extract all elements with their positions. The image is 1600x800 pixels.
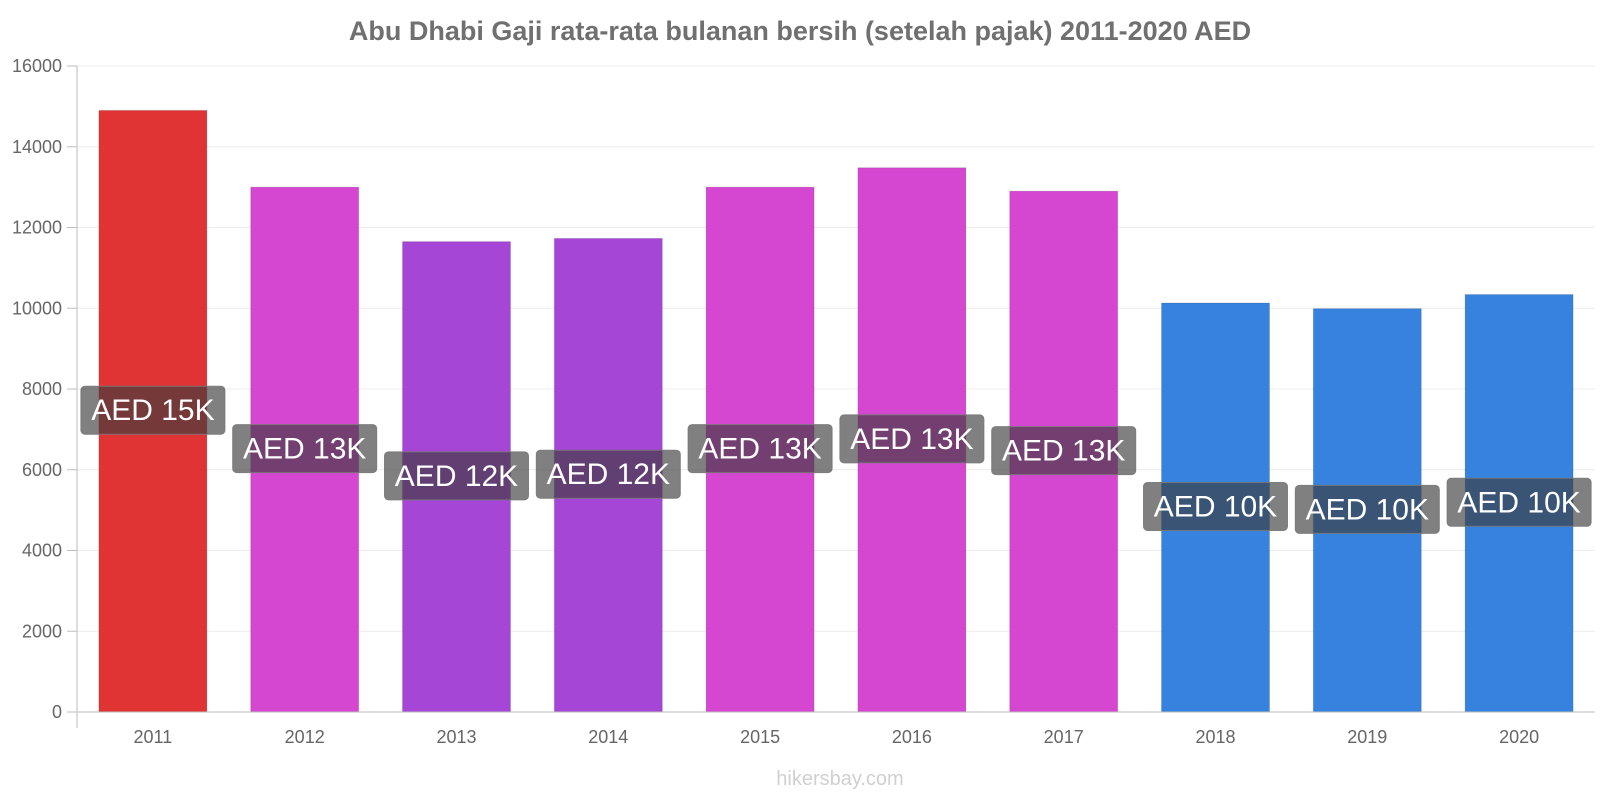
data-label-text: AED 15K	[91, 394, 214, 427]
data-label-text: AED 12K	[395, 460, 518, 493]
y-tick-label: 6000	[22, 460, 62, 480]
y-tick-labels: 0 2000 4000 6000 8000 10000 12000 14000 16000	[12, 56, 62, 722]
watermark: hikersbay.com	[776, 768, 904, 790]
y-tick-label: 16000	[12, 56, 62, 76]
data-label-text: AED 13K	[850, 423, 973, 456]
y-tick-label: 12000	[12, 218, 62, 238]
data-label-box	[80, 385, 226, 435]
y-tick-label: 10000	[12, 298, 62, 318]
data-label-box	[991, 426, 1137, 476]
data-label-2013: AED 12K	[384, 451, 529, 501]
data-label-box	[1294, 484, 1440, 534]
data-label-text: AED 10K	[1306, 493, 1429, 526]
x-tick-label: 2013	[436, 727, 476, 747]
x-tick-label: 2017	[1044, 727, 1084, 747]
data-label-box	[1446, 477, 1592, 527]
data-label-2014: AED 12K	[535, 449, 681, 499]
data-label-text: AED 10K	[1154, 491, 1277, 524]
data-label-text: AED 13K	[243, 433, 366, 466]
data-label-2012: AED 13K	[232, 424, 378, 474]
data-labels: AED 15K AED 13K AED 12K AED 12K AED 13K AED 1…	[80, 385, 1592, 534]
data-label-2011: AED 15K	[80, 385, 226, 435]
data-label-2015: AED 13K	[687, 424, 833, 474]
data-label-box	[384, 451, 529, 501]
chart-title: Abu Dhabi Gaji rata-rata bulanan bersih …	[348, 16, 1252, 46]
y-tick-label: 14000	[12, 137, 62, 157]
data-label-text: AED 12K	[547, 458, 670, 491]
x-tick-label: 2012	[285, 727, 325, 747]
data-label-box	[687, 424, 833, 474]
data-label-box	[839, 414, 985, 464]
data-label-text: AED 13K	[698, 433, 821, 466]
data-label-2018: AED 10K	[1143, 482, 1288, 532]
x-tick-label: 2016	[892, 727, 932, 747]
x-tick-label: 2020	[1499, 727, 1539, 747]
x-tick-label: 2015	[740, 727, 780, 747]
y-tick-label: 0	[52, 702, 62, 722]
data-label-box	[535, 449, 681, 499]
y-tick-label: 2000	[22, 621, 62, 641]
axes	[67, 65, 1595, 728]
x-tick-label: 2014	[588, 727, 628, 747]
data-label-text: AED 13K	[1002, 435, 1125, 468]
x-tick-label: 2011	[134, 727, 173, 747]
x-tick-label: 2019	[1347, 727, 1387, 747]
data-label-text: AED 10K	[1457, 486, 1580, 519]
x-tick-labels: 2011 2012 2013 2014 2015 2016 2017 2018 2019 2020	[134, 727, 1540, 747]
y-tick-label: 4000	[22, 541, 62, 561]
bars	[98, 109, 1574, 713]
data-label-box	[1143, 482, 1288, 532]
x-tick-label: 2018	[1195, 727, 1235, 747]
data-label-2017: AED 13K	[991, 426, 1137, 476]
data-label-box	[232, 424, 378, 474]
data-label-2019: AED 10K	[1294, 484, 1440, 534]
data-label-2020: AED 10K	[1446, 477, 1592, 527]
data-label-2016: AED 13K	[839, 414, 985, 464]
y-tick-label: 8000	[22, 379, 62, 399]
